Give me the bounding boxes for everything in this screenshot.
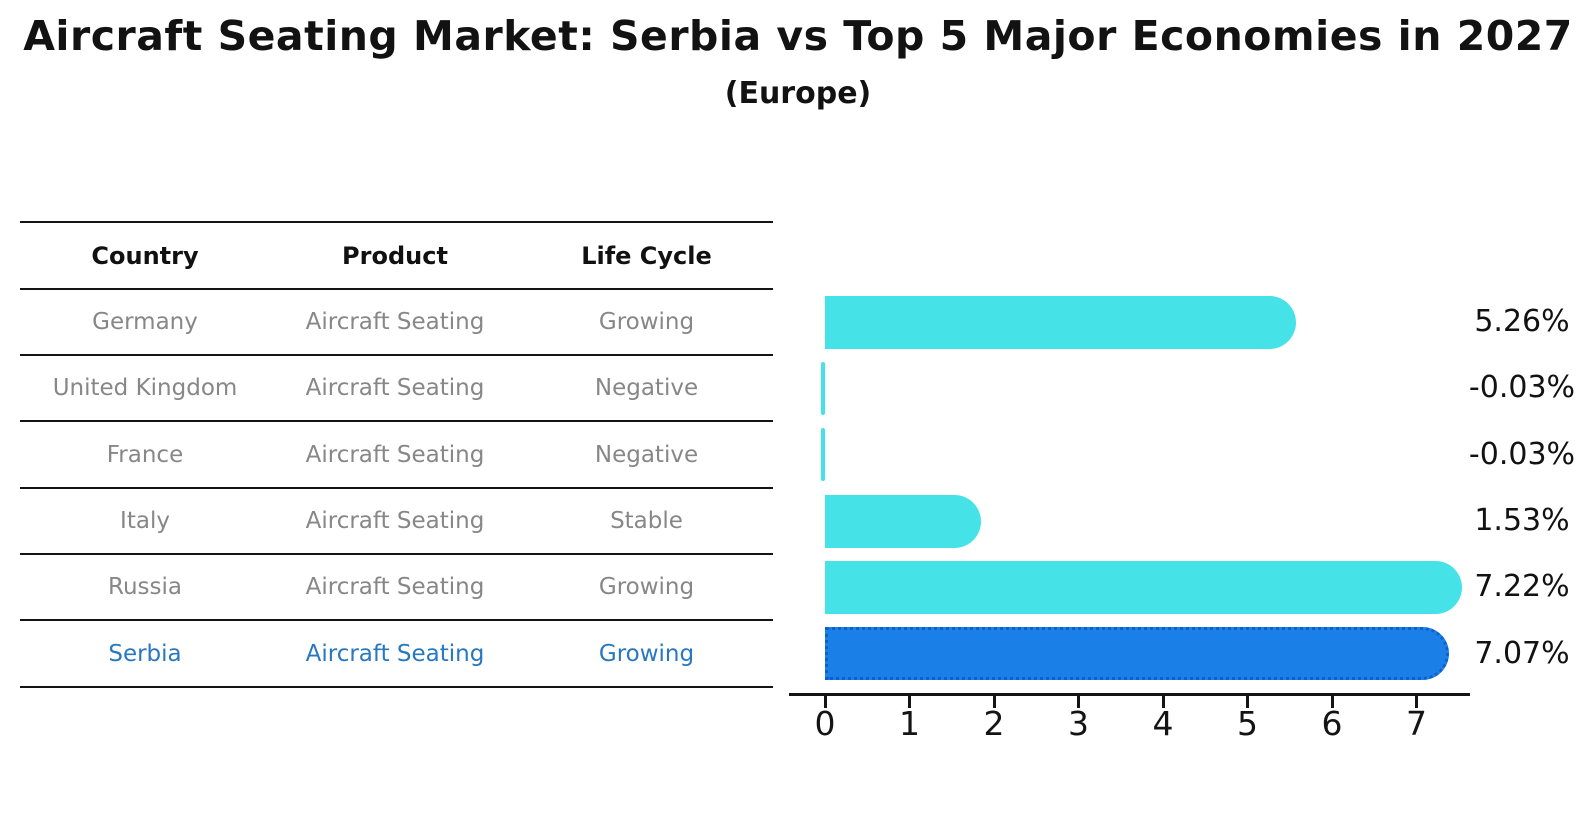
- table-divider-line: [20, 221, 773, 223]
- table-cell-product-italy: Aircraft Seating: [305, 508, 485, 534]
- x-axis-tick: [1161, 696, 1165, 708]
- x-axis-tick-label: 6: [1321, 704, 1343, 743]
- table-cell-country-russia: Russia: [108, 574, 182, 600]
- table-cell-product-france: Aircraft Seating: [305, 441, 485, 468]
- bar-value-label-germany: 5.26%: [1474, 304, 1570, 339]
- table-divider-line: [20, 686, 773, 688]
- table-divider-line: [20, 354, 773, 356]
- table-divider-line: [20, 619, 773, 621]
- bar-value-label-united-kingdom: -0.03%: [1468, 370, 1576, 405]
- bar-russia: [825, 560, 1462, 614]
- table-cell-country-italy: Italy: [120, 508, 170, 534]
- x-axis-tick: [992, 696, 996, 708]
- x-axis-tick: [1330, 696, 1334, 708]
- x-axis-tick: [823, 696, 827, 708]
- bar-value-label-serbia: 7.07%: [1474, 635, 1570, 671]
- table-cell-life_cycle-italy: Stable: [610, 508, 683, 534]
- table-cell-life_cycle-russia: Growing: [598, 574, 695, 600]
- bar-value-label-russia: 7.22%: [1474, 569, 1570, 604]
- table-cell-life_cycle-united-kingdom: Negative: [594, 375, 699, 401]
- x-axis-tick: [908, 696, 911, 708]
- bar-italy: [825, 494, 981, 548]
- table-cell-life_cycle-france: Negative: [594, 441, 699, 468]
- bar-value-label-italy: 1.53%: [1474, 503, 1570, 538]
- bar-united-kingdom: [820, 361, 826, 415]
- x-axis-tick: [1246, 696, 1249, 708]
- chart-subtitle: (Europe): [724, 76, 872, 111]
- table-cell-product-serbia: Aircraft Seating: [305, 640, 485, 667]
- x-axis-tick-label: 2: [983, 704, 1005, 743]
- table-cell-product-germany: Aircraft Seating: [305, 309, 485, 335]
- x-axis-tick-label: 3: [1068, 704, 1089, 743]
- table-cell-country-france: France: [106, 441, 184, 468]
- bar-serbia: [825, 627, 1449, 680]
- table-cell-life_cycle-germany: Growing: [598, 309, 695, 335]
- bar-value-label-france: -0.03%: [1468, 436, 1576, 472]
- table-divider-line: [20, 553, 773, 555]
- table-header-country: Country: [91, 241, 199, 270]
- table-divider-line: [20, 420, 773, 422]
- table-header-product: Product: [342, 241, 448, 270]
- x-axis-tick: [1077, 696, 1080, 708]
- chart-title: Aircraft Seating Market: Serbia vs Top 5…: [23, 12, 1573, 60]
- bar-germany: [825, 295, 1296, 349]
- x-axis-tick: [1415, 696, 1418, 708]
- table-cell-country-germany: Germany: [92, 309, 198, 335]
- x-axis-tick-label: 5: [1237, 704, 1258, 743]
- x-axis-tick-label: 1: [899, 704, 920, 743]
- table-cell-product-united-kingdom: Aircraft Seating: [305, 375, 485, 401]
- table-header-life_cycle: Life Cycle: [581, 241, 712, 270]
- x-axis-tick-label: 0: [814, 704, 836, 743]
- x-axis-tick-label: 7: [1406, 704, 1427, 743]
- table-cell-country-serbia: Serbia: [108, 640, 182, 667]
- x-axis-line: [789, 693, 1470, 696]
- table-cell-product-russia: Aircraft Seating: [305, 574, 485, 600]
- table-divider-line: [20, 288, 773, 290]
- table-divider-line: [20, 487, 773, 489]
- table-cell-life_cycle-serbia: Growing: [598, 640, 695, 667]
- table-cell-country-united-kingdom: United Kingdom: [52, 375, 238, 401]
- bar-france: [820, 428, 826, 481]
- x-axis-tick-label: 4: [1152, 704, 1174, 743]
